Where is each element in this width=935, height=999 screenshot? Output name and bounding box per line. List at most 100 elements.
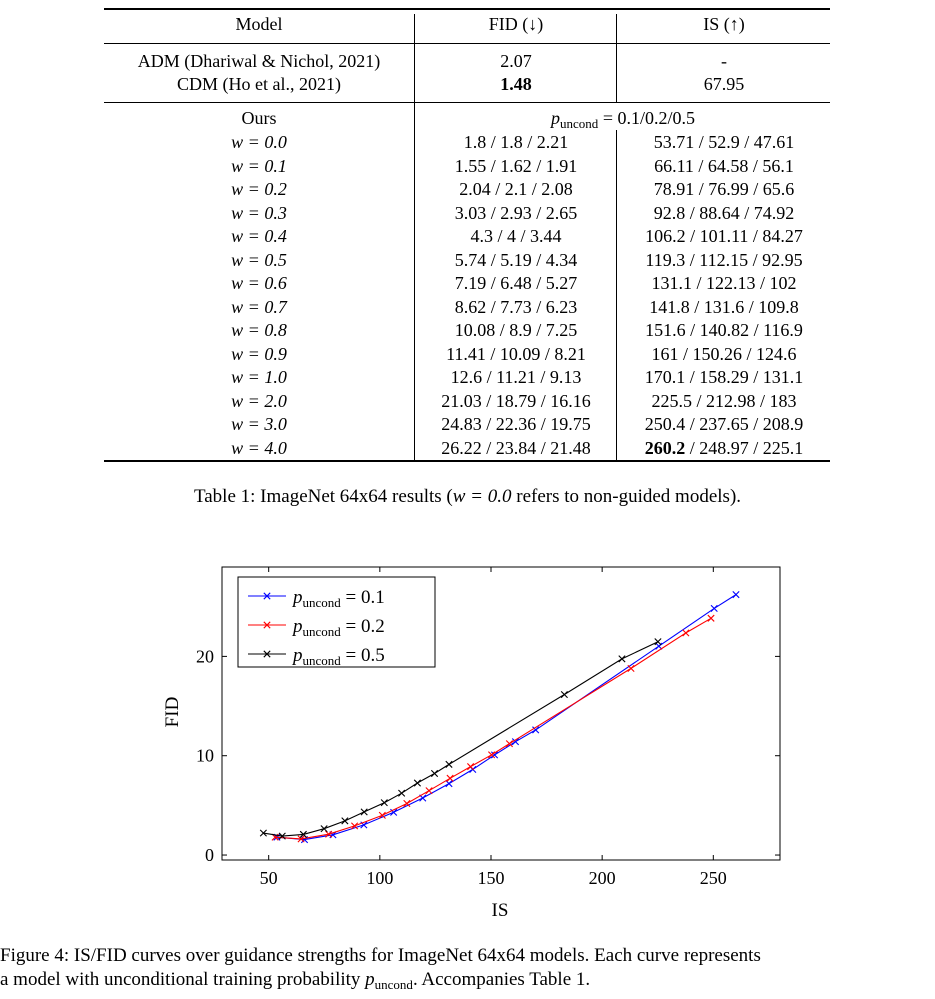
fid-values: 11.41 / 10.09 / 8.21 [446,343,586,364]
legend: puncond = 0.1 puncond = 0.2 puncond = 0.5 [237,576,436,668]
data-point [341,817,349,825]
table-row: w = 0.8 10.08 / 8.9 / 7.25 151.6 / 140.82 … [104,319,830,341]
caption-line-2: a model with unconditional training prob… [0,968,935,993]
baseline-is: - [721,51,727,71]
data-point [360,808,368,816]
table-header-row: Model FID (↓) IS (↑) [104,13,830,35]
is-values: 119.3 / 112.15 / 92.95 [645,249,803,270]
ours-header-row: Ours puncond = 0.1/0.2/0.5 [104,107,830,131]
guidance-weight: w = 0.6 [231,273,287,293]
data-point [297,835,305,843]
baseline-model: ADM (Dhariwal & Nichol, 2021) [137,51,381,71]
table-top-rule [104,8,830,10]
guidance-weight: w = 0.3 [231,202,287,223]
plot-frame [221,566,781,861]
is-values: 151.6 / 140.82 / 116.9 [645,320,803,340]
p-symbol: p [551,108,561,128]
data-point [511,738,520,746]
baseline-is: 67.95 [703,74,745,94]
table-row: w = 3.0 24.83 / 22.36 / 19.75 250.4 / 237.… [104,413,830,435]
data-point [487,751,496,759]
guidance-weight: w = 0.2 [231,179,287,199]
p-uncond-label: puncond = 0.1/0.2/0.5 [416,107,830,131]
table-vline [616,44,617,102]
table-row: w = 1.0 12.6 / 11.21 / 9.13 170.1 / 158.29… [104,366,830,388]
y-axis-label: FID [162,697,183,728]
is-best-value: 260.2 [644,437,686,458]
is-values: 161 / 150.26 / 124.6 [651,343,797,364]
table-vline [616,14,617,43]
y-tick-label: 0 [205,845,214,865]
data-point [390,808,398,816]
data-point [430,769,439,778]
data-point [627,664,635,672]
data-point [350,822,359,830]
fid-values: 10.08 / 8.9 / 7.25 [454,320,578,340]
data-point [425,787,433,795]
data-point [398,789,406,797]
table-row: w = 0.1 1.55 / 1.62 / 1.91 66.11 / 64.58 /… [104,155,830,177]
fid-values: 26.22 / 23.84 / 21.48 [441,437,591,458]
fid-values: 1.8 / 1.8 / 2.21 [463,132,569,152]
is-values: 53.71 / 52.9 / 47.61 [653,132,795,152]
x-tick-label: 100 [366,868,393,888]
fid-values: 4.3 / 4 / 3.44 [470,226,562,246]
caption-line-1: Figure 4: IS/FID curves over guidance st… [0,945,761,966]
fid-values: 24.83 / 22.36 / 19.75 [441,414,591,434]
table-row: w = 0.9 11.41 / 10.09 / 8.21 161 / 150.26 … [104,343,830,365]
guidance-weight: w = 1.0 [231,367,287,387]
guidance-weight: w = 0.7 [231,296,287,317]
caption-p-symbol: p [365,969,375,990]
table-row: w = 0.6 7.19 / 6.48 / 5.27 131.1 / 122.13 … [104,272,830,294]
is-values: 170.1 / 158.29 / 131.1 [644,367,804,387]
legend-label: puncond = 0.2 [291,616,385,639]
table-row: w = 0.5 5.74 / 5.19 / 4.34 119.3 / 112.15 … [104,249,830,271]
fid-values: 12.6 / 11.21 / 9.13 [450,367,582,387]
fid-values: 5.74 / 5.19 / 4.34 [454,249,578,270]
table-row: ADM (Dhariwal & Nichol, 2021) 2.07 - [104,50,830,72]
guidance-weight: w = 0.9 [231,343,287,364]
table-row: w = 2.0 21.03 / 18.79 / 16.16 225.5 / 212.… [104,390,830,412]
data-point [505,740,514,748]
table-vline [414,14,415,43]
data-point [490,751,499,759]
table-row: w = 0.2 2.04 / 2.1 / 2.08 78.91 / 76.99 / … [104,178,830,200]
legend-marker [263,592,271,600]
fid-values: 2.04 / 2.1 / 2.08 [459,179,573,199]
caption-line-2-prefix: a model with unconditional training prob… [0,969,366,990]
data-point [378,811,386,819]
series-line-0 [276,594,737,841]
table-row: w = 0.0 1.8 / 1.8 / 2.21 53.71 / 52.9 / 47… [104,131,830,153]
data-point [466,763,475,771]
data-point [654,638,662,646]
is-values: 78.91 / 76.99 / 65.6 [653,179,795,199]
data-point [380,799,388,807]
data-point [299,830,307,838]
y-tick-label: 10 [196,746,214,766]
is-values: 106.2 / 101.11 / 84.27 [645,226,803,246]
guidance-weight: w = 0.4 [231,226,287,246]
x-tick-label: 50 [260,868,278,888]
y-tick-label: 20 [196,646,214,666]
header-is: IS (↑) [703,14,745,34]
header-fid: FID (↓) [488,14,544,34]
data-point [618,655,626,663]
table-row: w = 0.7 8.62 / 7.73 / 6.23 141.8 / 131.6 /… [104,296,830,318]
x-axis-label: IS [492,900,509,921]
baseline-model: CDM (Ho et al., 2021) [177,74,341,94]
plot-border [221,566,781,861]
data-point [413,779,421,787]
fid-values: 7.19 / 6.48 / 5.27 [454,273,578,293]
p-values: = 0.1/0.2/0.5 [602,108,695,128]
legend-label: puncond = 0.5 [291,645,385,668]
fid-values: 3.03 / 2.93 / 2.65 [454,202,578,223]
is-values: 141.8 / 131.6 / 109.8 [649,296,799,317]
legend-label: puncond = 0.1 [291,587,385,610]
caption-prefix: Table 1: ImageNet 64x64 results ( [193,486,453,507]
table-row: CDM (Ho et al., 2021) 1.48 67.95 [104,73,830,95]
data-point [403,799,411,808]
figure-caption: Figure 4: IS/FID curves over guidance st… [0,944,935,993]
table-header-rule [104,43,830,44]
series-group [259,591,740,844]
